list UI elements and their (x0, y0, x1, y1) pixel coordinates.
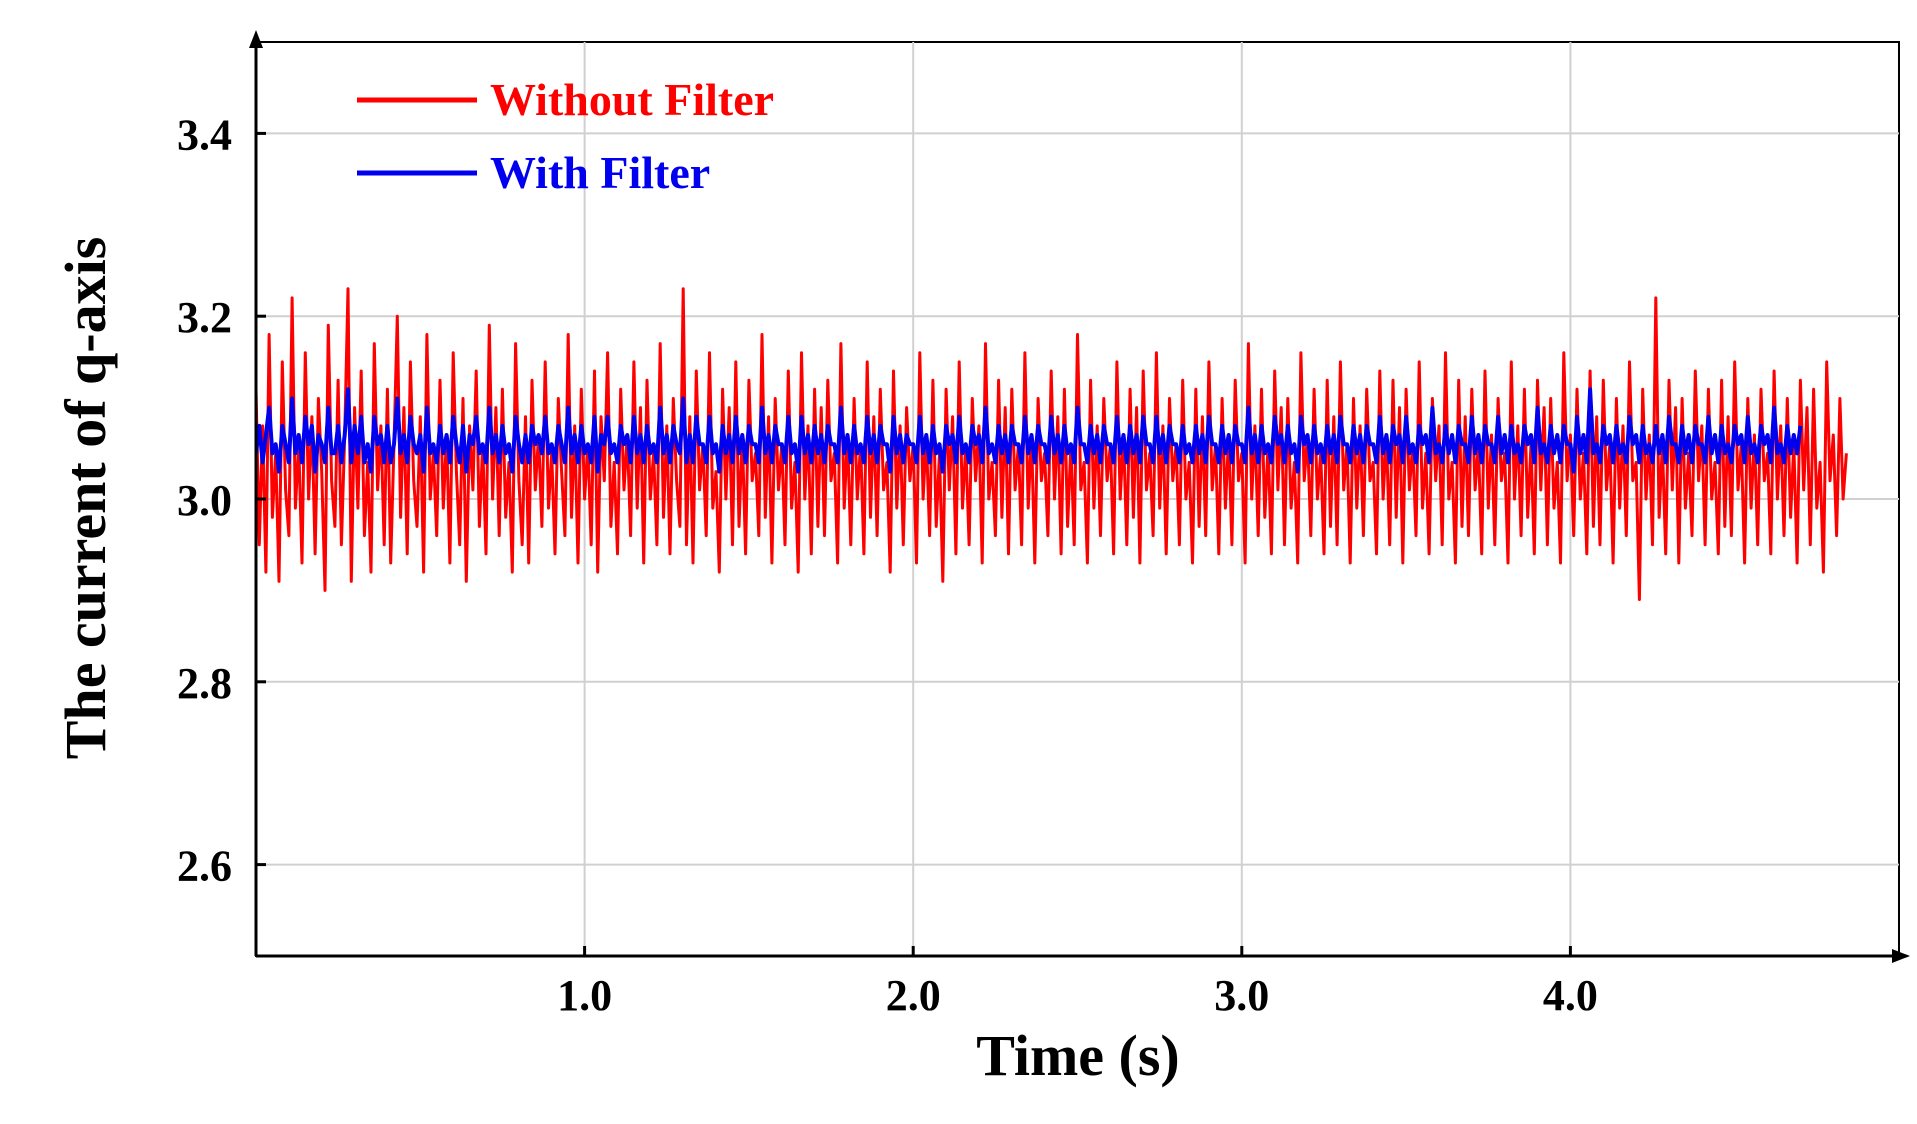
y-tick-label: 3.2 (177, 293, 232, 342)
y-tick-label: 2.8 (177, 659, 232, 708)
x-tick-label: 2.0 (886, 971, 941, 1020)
y-tick-label: 3.0 (177, 476, 232, 525)
axis-ticks: 1.0 2.0 3.0 4.0 2.6 2.8 3.0 3.2 3.4 (177, 110, 1598, 1020)
legend: Without Filter With Filter (357, 74, 774, 198)
x-tick-label: 3.0 (1214, 971, 1269, 1020)
series-line-without-filter (256, 287, 1848, 601)
series-line-with-filter (256, 387, 1803, 474)
legend-label-without-filter: Without Filter (490, 74, 774, 125)
x-axis-arrow (1892, 949, 1910, 963)
y-tick-label: 3.4 (177, 110, 232, 159)
x-tick-label: 4.0 (1543, 971, 1598, 1020)
y-axis-arrow (249, 30, 263, 48)
legend-label-with-filter: With Filter (490, 147, 710, 198)
y-tick-label: 2.6 (177, 842, 232, 891)
y-axis-label: The current of q-axis (53, 237, 118, 760)
x-tick-label: 1.0 (557, 971, 612, 1020)
x-axis-label: Time (s) (976, 1023, 1180, 1088)
